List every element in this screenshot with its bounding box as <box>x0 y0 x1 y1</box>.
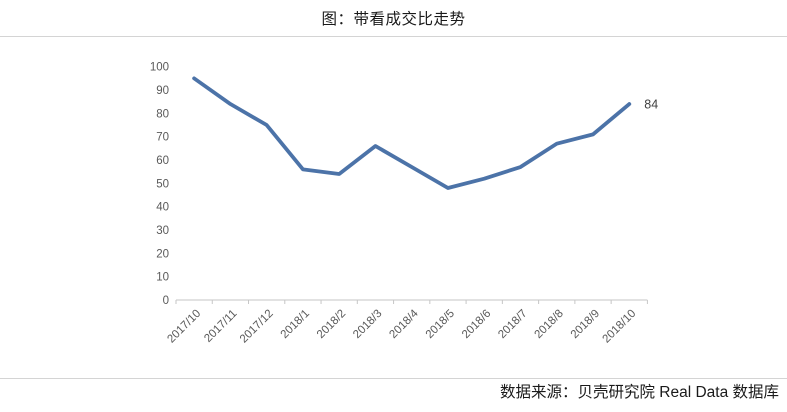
x-axis <box>175 299 648 304</box>
x-tick-label: 2018/1 <box>279 308 312 341</box>
y-tick-label: 100 <box>150 62 169 74</box>
footer-divider <box>0 378 787 379</box>
y-tick-label: 60 <box>156 155 169 167</box>
x-tick-label: 2018/9 <box>569 308 602 341</box>
chart-title: 图：带看成交比走势 <box>321 11 466 28</box>
x-tick-label: 2018/6 <box>460 308 493 341</box>
x-tick-label: 2018/10 <box>601 308 639 346</box>
y-tick-label: 20 <box>156 248 169 260</box>
x-tick-label: 2018/2 <box>315 308 348 341</box>
x-tick-label: 2018/8 <box>533 308 566 341</box>
last-point-data-label: 84 <box>644 98 658 112</box>
y-tick-label: 30 <box>156 225 169 237</box>
y-tick-label: 80 <box>156 108 169 120</box>
y-tick-label: 10 <box>156 272 169 284</box>
x-tick-label: 2017/10 <box>165 308 203 346</box>
x-tick-label: 2018/4 <box>387 307 421 341</box>
title-divider <box>0 36 787 37</box>
x-tick-label: 2017/11 <box>202 308 239 345</box>
y-axis-labels: 0 10 20 30 40 50 60 70 80 90 100 <box>150 62 169 307</box>
x-tick-label: 2017/12 <box>238 308 276 346</box>
y-tick-label: 40 <box>156 202 169 214</box>
trend-line <box>192 76 632 190</box>
y-tick-label: 90 <box>156 85 169 97</box>
y-tick-label: 50 <box>156 178 169 190</box>
y-tick-label: 0 <box>163 295 169 307</box>
x-tick-label: 2018/7 <box>496 308 529 341</box>
x-tick-label: 2018/3 <box>351 308 384 341</box>
y-tick-label: 70 <box>156 132 169 144</box>
data-source-note: 数据来源：贝壳研究院 Real Data 数据库 <box>499 384 779 401</box>
x-tick-label: 2018/5 <box>424 308 457 341</box>
